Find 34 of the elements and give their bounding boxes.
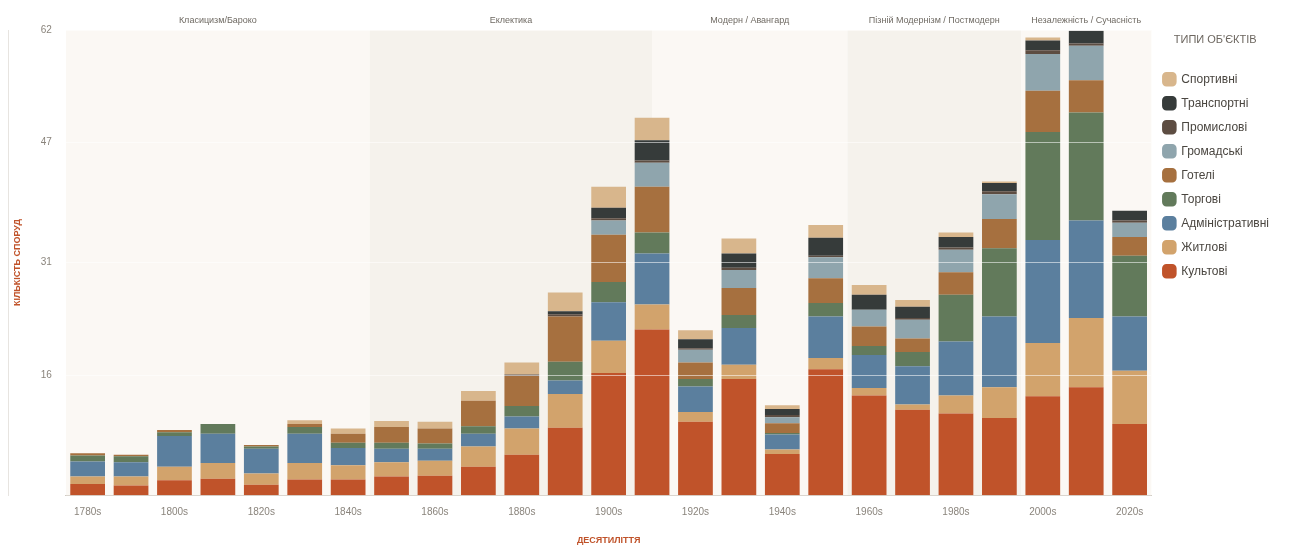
legend-label: Житлові [1181, 239, 1228, 254]
x-tick-label: 1800s [160, 505, 189, 517]
y-axis-title: КІЛЬКІСТЬ СПОРУД [11, 218, 22, 307]
legend-title: ТИПИ ОБ'ЄКТІВ [1173, 32, 1257, 45]
x-tick-label: 1900s [595, 505, 623, 517]
x-tick-label: 1880s [508, 505, 536, 517]
legend-label: Громадські [1181, 143, 1243, 158]
y-tick-label: 47 [40, 136, 53, 148]
x-tick-label: 1860s [421, 505, 449, 517]
x-tick-label: 1820s [247, 505, 275, 517]
y-tick-label: 16 [40, 368, 53, 380]
band-label: Класицизм/Бароко [178, 15, 257, 26]
x-tick-label: 1980s [942, 505, 970, 517]
x-tick-label: 2020s [1116, 505, 1144, 517]
x-tick-label: 1840s [334, 505, 362, 517]
band-label: Модерн / Авангард [710, 15, 790, 26]
x-tick-label: 1780s [74, 505, 102, 517]
legend-label: Транспортні [1181, 95, 1249, 110]
legend-label: Культові [1181, 263, 1228, 278]
legend-label: Адміністративні [1181, 215, 1270, 230]
x-tick-label: 1960s [855, 505, 883, 517]
legend-label: Промислові [1181, 119, 1248, 134]
band-label: Пізній Модернізм / Постмодерн [868, 15, 1000, 26]
x-tick-label: 2000s [1029, 505, 1057, 517]
x-tick-label: 1940s [768, 505, 796, 517]
y-tick-label: 62 [40, 23, 53, 35]
y-tick-label: 31 [40, 256, 53, 268]
legend-label: Спортивні [1181, 71, 1238, 86]
x-tick-label: 1920s [681, 505, 710, 517]
band-label: Еклектика [489, 15, 533, 26]
legend-label: Торгові [1181, 191, 1221, 206]
band-label: Незалежність / Сучасність [1031, 15, 1142, 26]
x-axis-title: ДЕСЯТИЛІТТЯ [576, 535, 641, 546]
legend-label: Готелі [1181, 167, 1215, 182]
